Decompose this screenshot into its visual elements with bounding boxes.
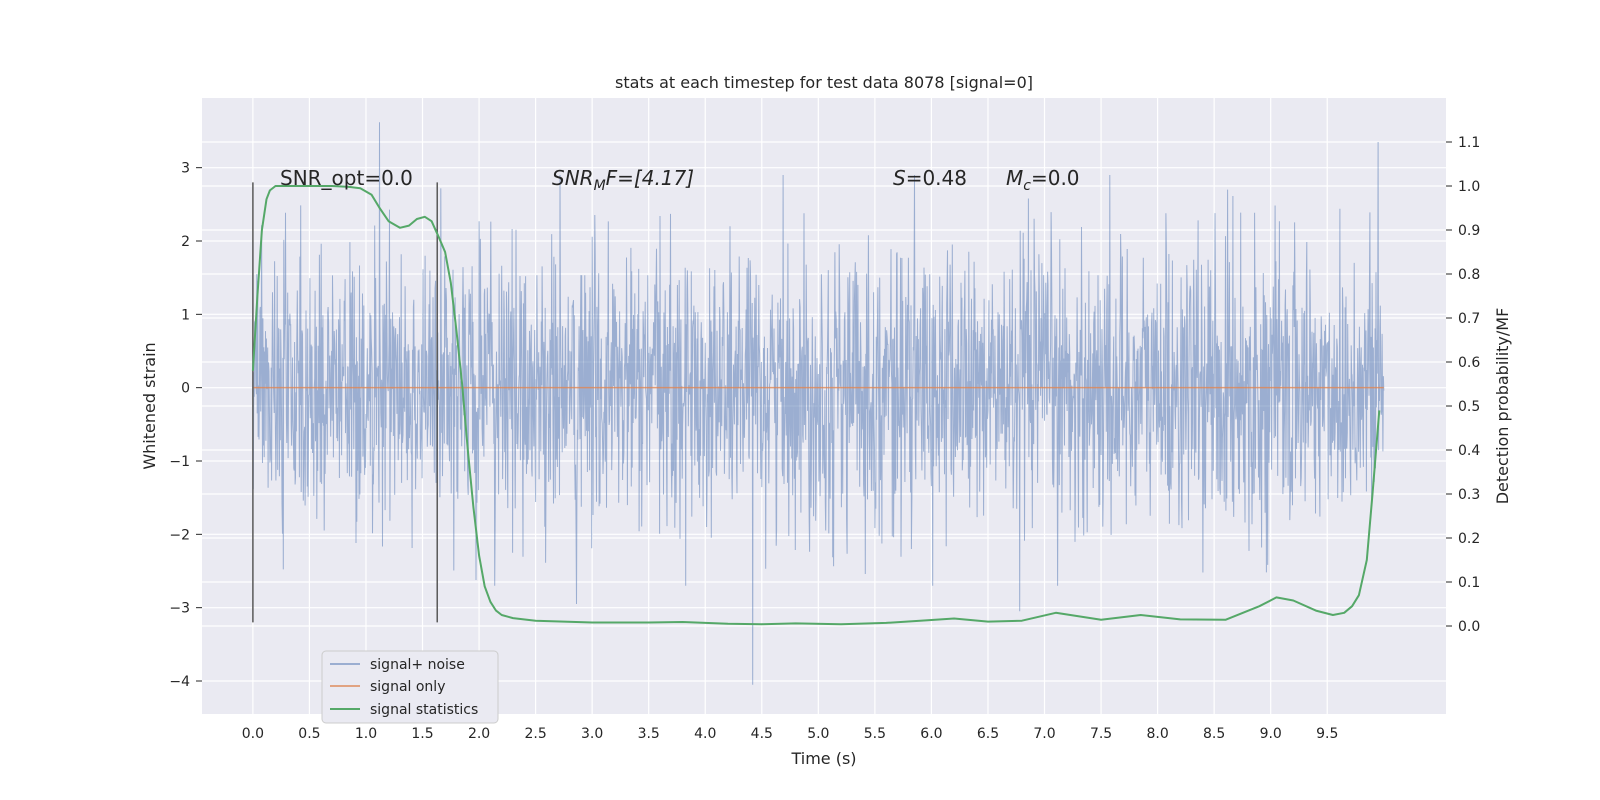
y-tick-label: −1 (169, 454, 190, 470)
y-tick-label: 0 (181, 381, 190, 397)
annotation-s: S=0.48 (893, 166, 967, 190)
snr-mf-suffix: F=[4.17] (606, 166, 694, 190)
statistics-series (251, 185, 1381, 626)
x-tick-label: 2.0 (468, 726, 490, 742)
y-tick-label: −3 (169, 601, 190, 617)
x-tick-label: 6.0 (920, 726, 942, 742)
y2-axis-label: Detection probability/MF (1493, 308, 1512, 505)
y2-tick-label: 0.4 (1458, 443, 1480, 459)
y2-tick-label: 0.1 (1458, 575, 1480, 591)
y2-axis-ticks: 0.0 0.1 0.2 0.3 0.4 0.5 0.6 0.7 0.8 0.9 1.0 1.1 (1446, 135, 1480, 635)
y2-tick-label: 0.2 (1458, 531, 1480, 547)
legend-box (321, 650, 499, 724)
legend-label-signal-only: signal only (370, 679, 445, 695)
x-tick-label: 5.5 (864, 726, 886, 742)
y2-tick-label: 1.1 (1458, 135, 1480, 151)
y-tick-label: 3 (181, 161, 190, 177)
chart-title: stats at each timestep for test data 807… (615, 73, 1033, 92)
x-tick-label: 8.5 (1203, 726, 1225, 742)
x-tick-label: 3.5 (638, 726, 660, 742)
x-tick-label: 9.5 (1316, 726, 1338, 742)
y-tick-label: −2 (169, 527, 190, 543)
y2-tick-label: 0.3 (1458, 487, 1480, 503)
y2-tick-label: 0.5 (1458, 399, 1480, 415)
y-tick-label: 1 (181, 307, 190, 323)
mc-prefix: M (1006, 166, 1023, 190)
x-tick-label: 7.0 (1033, 726, 1055, 742)
legend-label-noise: signal+ noise (370, 657, 465, 673)
y2-tick-label: 0.7 (1458, 311, 1480, 327)
x-tick-label: 2.5 (524, 726, 546, 742)
y-axis-ticks: −4 −3 −2 −1 0 1 2 3 (169, 161, 202, 690)
vertical-markers (252, 182, 438, 623)
y2-tick-label: 0.6 (1458, 355, 1480, 371)
x-tick-label: 9.0 (1260, 726, 1282, 742)
noise-line (252, 122, 1385, 685)
s-prefix: S (893, 166, 906, 190)
x-tick-label: 0.5 (298, 726, 320, 742)
snr-mf-sub: M (594, 178, 606, 194)
annotation-mc: Mc=0.0 (1006, 166, 1080, 194)
x-tick-label: 4.5 (751, 726, 773, 742)
snr-mf-prefix: SNR (552, 166, 594, 190)
x-tick-label: 7.5 (1090, 726, 1112, 742)
mc-value: =0.0 (1031, 166, 1080, 190)
x-axis-ticks: 0.0 0.5 1.0 1.5 2.0 2.5 3.0 3.5 4.0 4.5 5.0 5.5 6.0 6… (242, 726, 1339, 742)
x-tick-label: 8.0 (1146, 726, 1168, 742)
noise-series (252, 122, 1385, 685)
annotation-snr-mf: SNRMF=[4.17] (552, 166, 694, 194)
y2-tick-label: 0.0 (1458, 619, 1480, 635)
y-axis-label: Whitened strain (140, 342, 159, 469)
y-tick-label: −4 (169, 674, 190, 690)
y2-tick-label: 1.0 (1458, 179, 1480, 195)
s-value: =0.48 (906, 166, 967, 190)
statistics-line (251, 185, 1381, 626)
x-tick-label: 3.0 (581, 726, 603, 742)
y2-tick-label: 0.9 (1458, 223, 1480, 239)
y-tick-label: 2 (181, 234, 190, 250)
x-tick-label: 5.0 (807, 726, 829, 742)
annotation-snr-opt: SNR_opt=0.0 (280, 166, 413, 190)
x-tick-label: 4.0 (694, 726, 716, 742)
x-axis-label: Time (s) (790, 749, 856, 768)
legend: signal+ noise signal only signal statist… (321, 650, 499, 724)
x-tick-label: 1.0 (355, 726, 377, 742)
x-tick-label: 6.5 (977, 726, 999, 742)
legend-label-statistics: signal statistics (370, 702, 478, 718)
x-tick-label: 1.5 (411, 726, 433, 742)
mc-sub: c (1023, 178, 1031, 194)
x-tick-label: 0.0 (242, 726, 264, 742)
y2-tick-label: 0.8 (1458, 267, 1480, 283)
